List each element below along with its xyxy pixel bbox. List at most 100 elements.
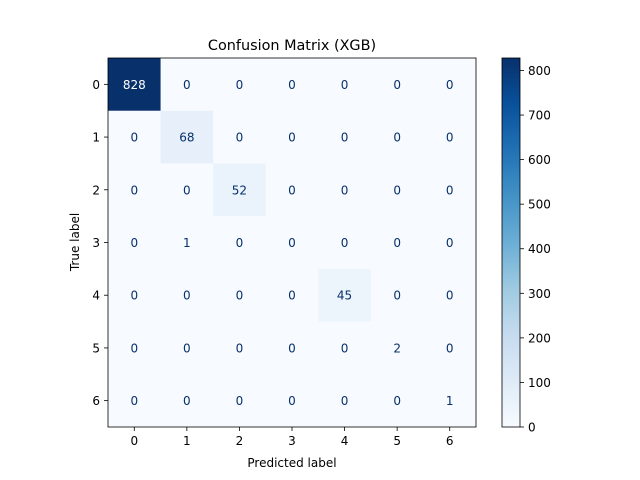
colorbar-tick-label: 400 — [528, 242, 551, 256]
cell-value-label: 0 — [341, 394, 349, 408]
heatmap-cell — [213, 163, 267, 217]
x-tick-label: 6 — [446, 434, 454, 448]
cell-value-label: 0 — [288, 236, 296, 250]
cell-value-label: 0 — [236, 341, 244, 355]
cell-value-label: 0 — [236, 394, 244, 408]
heatmap-cell — [108, 110, 162, 164]
heatmap-cell — [160, 58, 214, 112]
heatmap-cell — [370, 216, 424, 270]
heatmap-cell — [108, 58, 162, 112]
heatmap-cell — [423, 58, 477, 112]
cell-value-label: 0 — [446, 341, 454, 355]
heatmap-cell — [318, 268, 372, 323]
heatmap-cell — [213, 216, 267, 270]
cell-value-label: 0 — [288, 131, 296, 145]
colorbar-ticks: 0 100 200 300 400 500 600 700 800 — [520, 64, 551, 435]
y-tick-label: 6 — [92, 394, 100, 408]
heatmap-cell — [108, 321, 162, 375]
y-axis-label: True label — [68, 213, 82, 272]
heatmap-cell — [265, 374, 319, 428]
heatmap-cell — [265, 110, 319, 164]
heatmap-cells — [108, 58, 477, 428]
cell-value-label: 0 — [341, 131, 349, 145]
cell-value-label: 0 — [341, 183, 349, 197]
y-tick-label: 2 — [92, 183, 100, 197]
x-axis-ticks: 0 1 2 3 4 5 6 — [130, 427, 454, 448]
heatmap-cell — [108, 268, 162, 323]
cell-value-label: 0 — [288, 183, 296, 197]
heatmap-cell — [370, 268, 424, 323]
heatmap-cell — [423, 163, 477, 217]
cell-value-label: 0 — [393, 78, 401, 92]
heatmap-cell — [265, 58, 319, 112]
cell-value-label: 0 — [288, 78, 296, 92]
cell-value-label: 0 — [446, 131, 454, 145]
heatmap-cell — [213, 321, 267, 375]
colorbar-tick-label: 800 — [528, 64, 551, 78]
cell-value-label: 0 — [446, 183, 454, 197]
x-tick-label: 3 — [288, 434, 296, 448]
x-tick-label: 5 — [393, 434, 401, 448]
colorbar-tick-label: 200 — [528, 331, 551, 345]
y-tick-label: 1 — [92, 131, 100, 145]
cell-value-label: 0 — [236, 131, 244, 145]
y-tick-label: 4 — [92, 289, 100, 303]
heatmap-cell — [213, 268, 267, 323]
cell-value-label: 0 — [183, 394, 191, 408]
cell-value-label: 0 — [236, 236, 244, 250]
heatmap-cell — [265, 268, 319, 323]
heatmap-cell — [108, 216, 162, 270]
cell-value-label: 0 — [393, 289, 401, 303]
cell-value-label: 0 — [393, 236, 401, 250]
cell-value-label: 0 — [393, 394, 401, 408]
cell-value-label: 1 — [446, 394, 454, 408]
y-tick-label: 0 — [92, 78, 100, 92]
colorbar-tick-label: 600 — [528, 153, 551, 167]
heatmap-cell — [160, 268, 214, 323]
heatmap-cell — [160, 110, 214, 164]
colorbar-gradient — [502, 58, 520, 427]
heatmap-cell — [108, 163, 162, 217]
heatmap-cell — [318, 58, 372, 112]
colorbar — [501, 57, 521, 428]
x-tick-label: 2 — [236, 434, 244, 448]
cell-value-label: 828 — [123, 78, 146, 92]
y-tick-label: 3 — [92, 236, 100, 250]
colorbar-tick-label: 700 — [528, 109, 551, 123]
heatmap-cell — [318, 374, 372, 428]
heatmap-cell — [318, 110, 372, 164]
heatmap-cell — [423, 374, 477, 428]
cell-value-label: 0 — [446, 236, 454, 250]
cell-value-label: 0 — [130, 289, 138, 303]
heatmap-cell — [370, 321, 424, 375]
cell-value-label: 0 — [236, 78, 244, 92]
y-axis-ticks: 0 1 2 3 4 5 6 — [92, 78, 108, 408]
heatmap-cell — [160, 374, 214, 428]
heatmap-cell — [108, 374, 162, 428]
heatmap-cell — [265, 216, 319, 270]
heatmap-cell — [160, 216, 214, 270]
cell-value-label: 0 — [288, 341, 296, 355]
heatmap-cell — [370, 58, 424, 112]
cell-value-label: 0 — [393, 183, 401, 197]
cell-value-label: 0 — [130, 236, 138, 250]
colorbar-tick-label: 0 — [528, 421, 536, 435]
colorbar-frame — [501, 57, 521, 428]
cell-value-label: 68 — [179, 131, 194, 145]
x-tick-label: 4 — [341, 434, 349, 448]
heatmap-cell — [160, 321, 214, 375]
cell-value-label: 0 — [341, 78, 349, 92]
heatmap-cell-labels: 828 0 0 0 0 0 0 0 68 0 0 0 0 0 0 0 52 0 0 0 0 0 1 0 0 0 0 0 0 0 0 0 45 0 0… — [123, 78, 454, 408]
cell-value-label: 0 — [130, 183, 138, 197]
heatmap-cell — [160, 163, 214, 217]
cell-value-label: 0 — [130, 341, 138, 355]
x-axis-label: Predicted label — [247, 456, 336, 470]
x-tick-label: 0 — [130, 434, 138, 448]
heatmap-cell — [423, 216, 477, 270]
cell-value-label: 0 — [446, 289, 454, 303]
heatmap-cell — [213, 110, 267, 164]
heatmap-cell — [318, 321, 372, 375]
cell-value-label: 1 — [183, 236, 191, 250]
cell-value-label: 45 — [337, 289, 352, 303]
